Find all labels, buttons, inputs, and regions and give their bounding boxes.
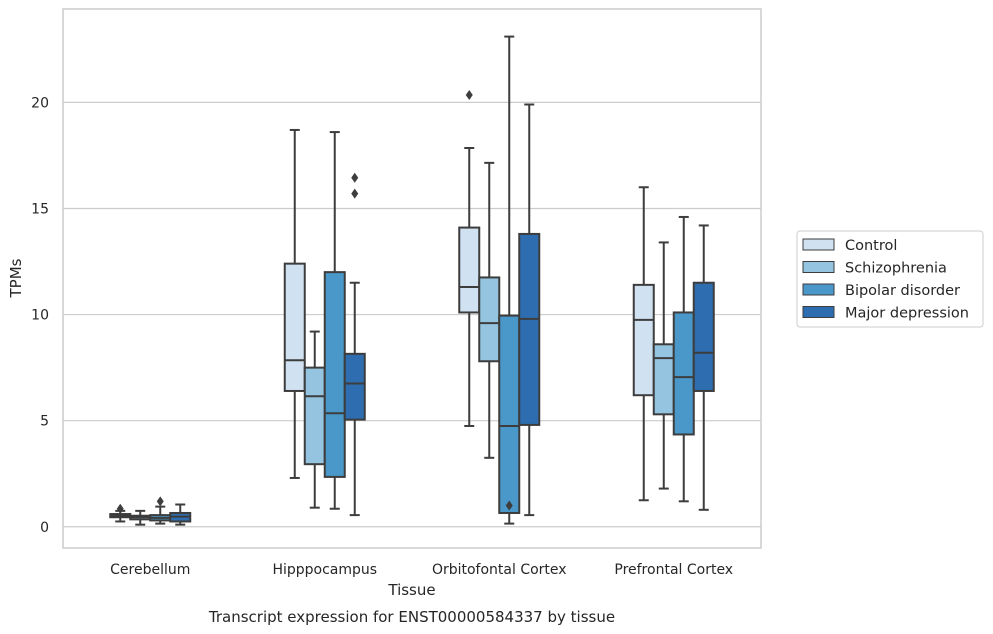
- box-2-3: [672, 215, 695, 503]
- series-group: [129, 161, 675, 526]
- outlier-point: [156, 496, 164, 507]
- series-group: [169, 103, 715, 526]
- legend-label: Major depression: [845, 306, 969, 322]
- legend: Control Schizophrenia Bipolar disorder Majo…: [796, 230, 984, 328]
- box-3-1: [343, 172, 366, 517]
- box-iqr: [632, 283, 655, 397]
- y-tick-label: 0: [40, 520, 49, 536]
- legend-swatch: [802, 283, 835, 296]
- outlier-point: [465, 89, 473, 100]
- box-3-0: [169, 503, 192, 526]
- legend-item: Bipolar disorder: [802, 283, 960, 299]
- x-axis-ticks: Cerebellum Hipppocampus Orbitofontal Corte…: [110, 562, 733, 578]
- legend-frame: [796, 230, 984, 328]
- y-tick-label: 5: [40, 414, 49, 430]
- x-tick-label: Prefrontal Cortex: [614, 562, 733, 578]
- box-1-1: [303, 330, 326, 509]
- box-3-3: [692, 224, 715, 511]
- outlier-point: [116, 503, 124, 514]
- series-group: [109, 89, 655, 523]
- y-tick-label: 20: [31, 95, 49, 111]
- y-axis-label: TPMs: [7, 258, 25, 298]
- box-2-2: [498, 35, 521, 525]
- outlier-point: [351, 188, 359, 199]
- y-tick-label: 15: [31, 201, 49, 217]
- box-series-layer: [109, 35, 715, 526]
- box-0-0: [109, 503, 132, 523]
- box-1-2: [478, 161, 501, 459]
- outlier-point: [505, 500, 513, 511]
- y-axis-ticks: 0 5 10 15 20: [31, 95, 49, 535]
- box-2-1: [323, 131, 346, 510]
- plot-area-frame: [62, 8, 762, 549]
- box-iqr: [323, 271, 346, 478]
- outlier-point: [351, 172, 359, 183]
- x-axis-label: Tissue: [387, 581, 435, 599]
- box-0-2: [458, 89, 481, 427]
- box-iqr: [478, 276, 501, 363]
- box-1-3: [652, 241, 675, 490]
- legend-item: Schizophrenia: [802, 261, 947, 277]
- y-tick-label: 10: [31, 308, 49, 324]
- legend-item: Control: [802, 238, 897, 254]
- legend-swatch: [802, 238, 835, 251]
- box-iqr: [518, 232, 541, 426]
- box-iqr: [283, 262, 306, 392]
- legend-item: Major depression: [802, 306, 969, 322]
- chart-caption: Transcript expression for ENST0000058433…: [208, 608, 615, 626]
- x-tick-label: Cerebellum: [110, 562, 190, 578]
- series-group: [149, 35, 695, 525]
- legend-swatch: [802, 306, 835, 318]
- gridlines: [63, 101, 761, 528]
- box-0-3: [632, 186, 655, 502]
- legend-label: Schizophrenia: [845, 261, 947, 277]
- legend-swatch: [802, 261, 835, 273]
- box-iqr: [652, 343, 675, 416]
- legend-label: Bipolar disorder: [845, 283, 960, 299]
- box-iqr: [672, 311, 695, 436]
- x-tick-label: Hipppocampus: [272, 562, 377, 578]
- legend-label: Control: [845, 238, 897, 254]
- box-iqr: [692, 281, 715, 392]
- box-iqr: [303, 366, 326, 466]
- x-tick-label: Orbitofontal Cortex: [432, 562, 567, 578]
- box-2-0: [149, 496, 172, 525]
- box-iqr: [498, 314, 521, 514]
- box-iqr: [458, 226, 481, 314]
- box-3-2: [518, 103, 541, 517]
- box-iqr: [343, 352, 366, 421]
- box-1-0: [129, 509, 152, 526]
- box-0-1: [283, 128, 306, 479]
